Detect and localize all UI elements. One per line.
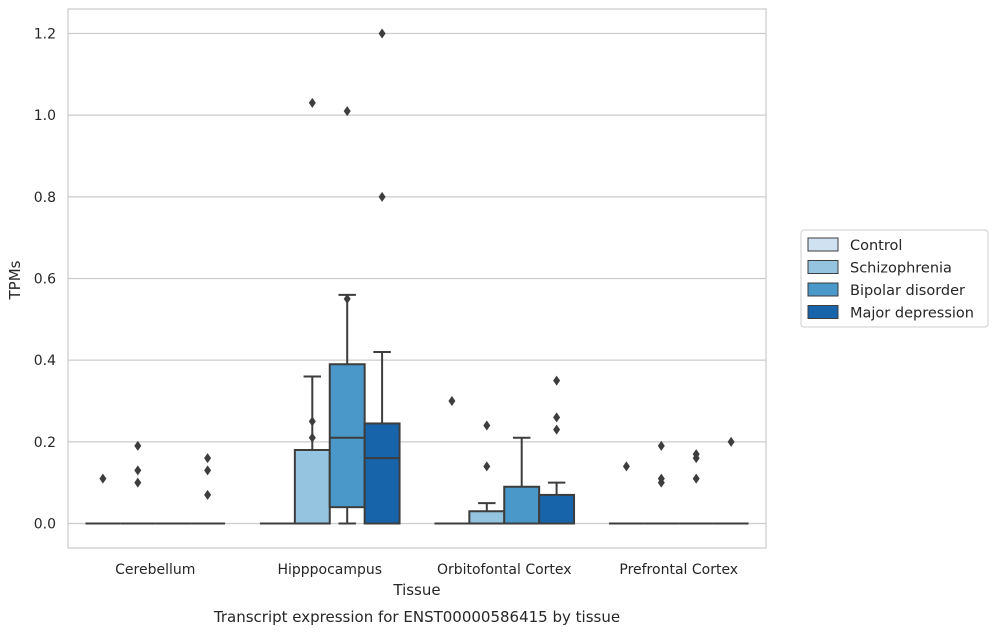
box-group [643,440,679,525]
outlier-point [483,420,491,431]
x-tick-label: Cerebellum [115,562,195,578]
outlier-point [134,477,142,488]
y-tick-label: 0.4 [34,353,56,369]
outlier-point [134,440,142,451]
y-tick-labels: 0.0 0.2 0.4 0.6 0.8 1.0 1.2 [34,27,56,533]
legend-label: Control [850,238,902,254]
box [328,363,366,509]
outlier-point [692,473,700,484]
box-group [190,453,226,525]
outlier-point [134,465,142,476]
outlier-point [622,461,630,472]
outlier-point [204,489,212,500]
box [538,493,576,525]
outlier-point [448,396,456,406]
outlier-point [657,477,665,488]
legend-frame [800,229,989,328]
box-group [468,420,506,525]
outlier-point [343,293,351,304]
outlier-point [378,28,386,39]
x-tick-label: Hipppocampus [277,562,382,578]
legend-label: Bipolar disorder [850,283,965,299]
legend-swatch [807,237,839,252]
legend-swatch [807,260,839,274]
outlier-point [204,453,212,464]
box-group [328,106,366,525]
box-group [713,436,749,525]
y-tick-label: 0.8 [34,190,56,206]
x-tick-label: Orbitofontal Cortex [437,562,572,578]
box-group [538,375,576,525]
outlier-point [308,97,316,108]
y-tick-label: 1.2 [34,27,56,43]
box-group [608,461,644,525]
plot-area-frame [67,8,767,549]
legend-swatch [807,282,839,297]
box-group [434,396,470,525]
y-tick-label: 1.0 [34,108,56,124]
outlier-point [378,191,386,202]
box-group [293,97,331,525]
outlier-point [99,473,107,484]
outlier-point [727,436,735,447]
legend-swatch [807,305,839,319]
x-tick-label: Prefrontal Cortex [619,562,738,578]
box-plot-marks [85,28,749,525]
outlier-point [483,461,491,472]
x-axis-label: Tissue [392,581,440,599]
box-group [120,440,156,525]
box [503,485,541,525]
outlier-point [553,424,561,435]
box-group [678,449,714,525]
gridlines [68,32,766,525]
outlier-point [308,432,316,443]
outlier-point [553,412,561,423]
box-group [503,436,541,525]
outlier-point [657,440,665,451]
outlier-point [553,375,561,386]
y-tick-label: 0.0 [34,517,56,533]
box [293,449,331,525]
outlier-point [692,453,700,464]
outlier-point [204,465,212,476]
legend-label: Schizophrenia [850,261,952,277]
outlier-point [308,416,316,427]
y-tick-label: 0.6 [34,272,56,288]
y-tick-label: 0.2 [34,435,56,451]
chart-caption: Transcript expression for ENST0000058641… [213,608,620,626]
box-group [363,28,401,525]
x-tick-labels: Cerebellum Hipppocampus Orbitofontal Corte… [115,562,738,578]
y-axis-label: TPMs [6,260,24,300]
legend: Control Schizophrenia Bipolar disorder Majo… [800,229,989,328]
box-group [85,473,121,525]
legend-label: Major depression [850,306,974,322]
outlier-point [343,106,351,117]
box [468,510,506,525]
box [363,422,401,525]
